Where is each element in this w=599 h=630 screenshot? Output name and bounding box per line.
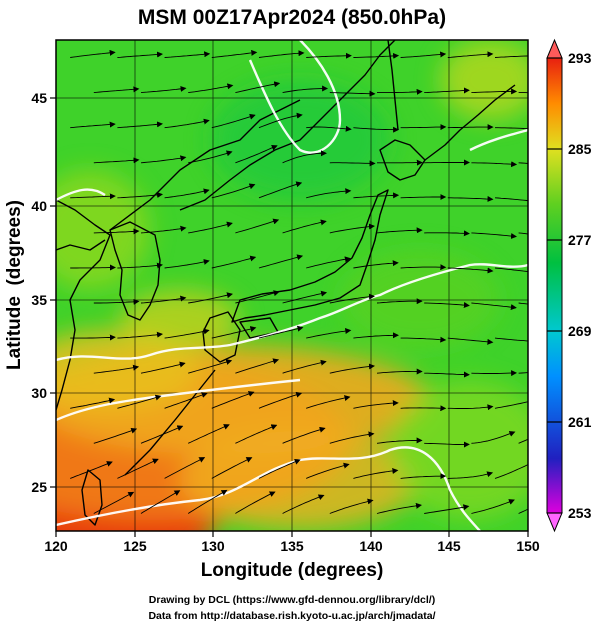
footer-drawing-credit: Drawing by DCL (https://www.gfd-dennou.o…: [149, 594, 435, 606]
colorbar-min-arrow: [547, 513, 562, 531]
y-axis-label: Latitude (degrees): [4, 200, 25, 370]
colorbar-tick-label: 261: [568, 414, 592, 430]
x-tick-labels: 120 125 130 135 140 145 150: [44, 538, 540, 554]
wind-streamline: [70, 268, 115, 269]
x-tick-label: 135: [280, 538, 304, 554]
colorbar-scale: [547, 58, 562, 513]
chart-title: MSM 00Z17Apr2024 (850.0hPa): [138, 6, 446, 29]
wind-streamline: [401, 408, 446, 409]
y-tick-label: 45: [31, 90, 47, 106]
x-tick-label: 150: [516, 538, 540, 554]
y-tick-label: 30: [31, 385, 47, 401]
x-tick-label: 145: [437, 538, 461, 554]
x-tick-label: 125: [123, 538, 147, 554]
x-tick-label: 140: [359, 538, 383, 554]
x-tick-label: 130: [201, 538, 225, 554]
y-tick-label: 40: [31, 198, 47, 214]
colorbar-tick-label: 293: [568, 50, 592, 66]
colorbar-max-arrow: [547, 40, 562, 58]
colorbar-tick-label: 285: [568, 141, 592, 157]
y-tick-labels: 25 30 35 40 45: [31, 90, 47, 495]
footer-data-credit: Data from http://database.rish.kyoto-u.a…: [148, 610, 435, 622]
colorbar-tick-label: 269: [568, 323, 592, 339]
x-axis-label: Longitude (degrees): [201, 560, 384, 581]
colorbar: 293 285 277 269 261 253: [547, 40, 592, 531]
colorbar-tick-label: 277: [568, 232, 592, 248]
colorbar-tick-label: 253: [568, 505, 592, 521]
y-tick-label: 35: [31, 292, 47, 308]
map-plot: [0, 40, 563, 590]
y-tick-label: 25: [31, 479, 47, 495]
x-tick-label: 120: [44, 538, 68, 554]
